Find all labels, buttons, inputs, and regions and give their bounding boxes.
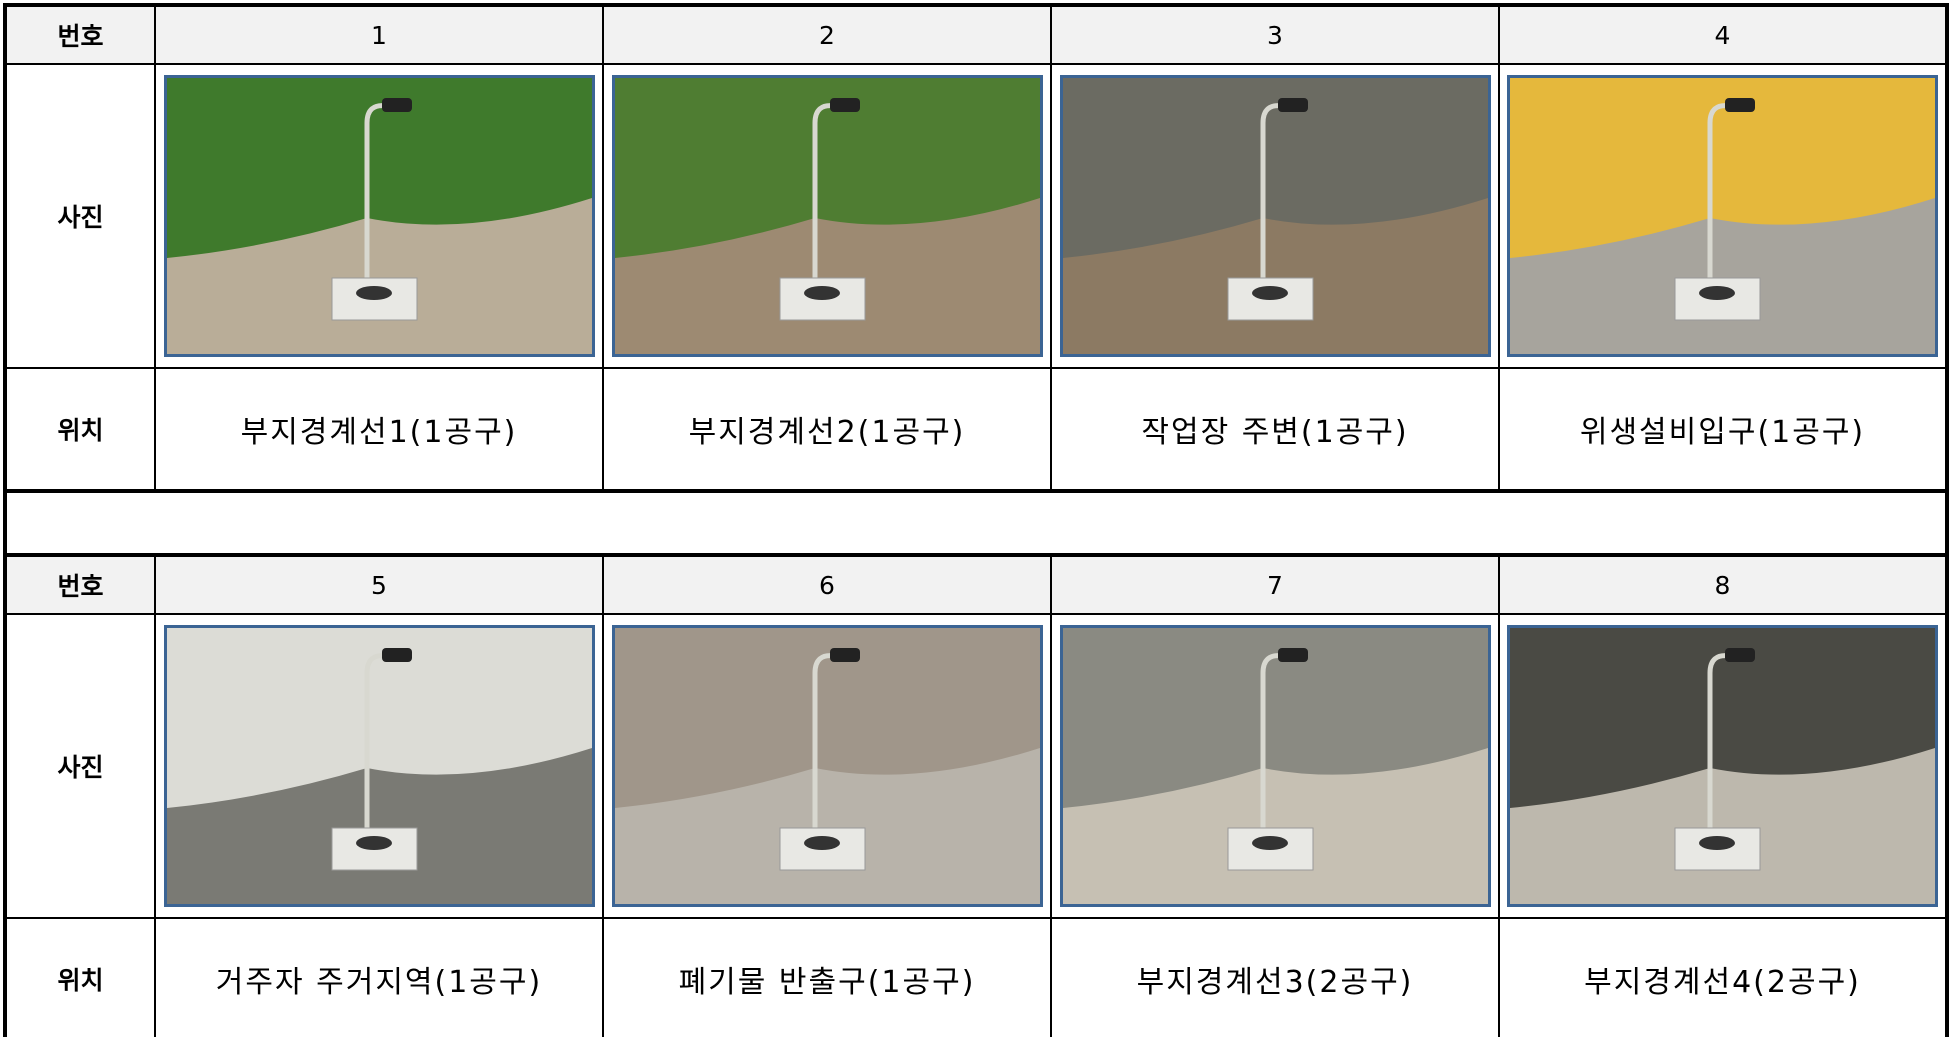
photo-shape [1725, 98, 1755, 112]
photo-shape [1510, 628, 1935, 808]
photo [611, 625, 1043, 907]
number-cell: 3 [1050, 4, 1500, 65]
photo-shape [355, 836, 392, 850]
photo-image [166, 78, 592, 354]
photo [1059, 625, 1491, 907]
number-cell: 8 [1498, 554, 1948, 615]
photo-shape [1699, 836, 1735, 850]
location-cell: 부지경계선2(1공구) [602, 367, 1052, 492]
photo [1507, 625, 1938, 907]
row-label: 사진 [4, 613, 156, 919]
photo-shape [829, 648, 860, 662]
photo-image [166, 628, 592, 904]
photo-image [1062, 78, 1488, 354]
photo-row: 사진 [4, 613, 1948, 919]
photo-shape [381, 98, 412, 112]
row-label: 번호 [4, 554, 156, 615]
photo-shape [1251, 836, 1288, 850]
row-label: 번호 [4, 4, 156, 65]
header-row: 번호 5 6 7 8 [4, 554, 1948, 615]
photo-shape [166, 78, 592, 258]
photo-cell [602, 613, 1052, 919]
photo [1059, 75, 1491, 357]
location-cell: 폐기물 반출구(1공구) [602, 917, 1052, 1037]
photo-shape [614, 78, 1040, 258]
location-cell: 부지경계선4(2공구) [1498, 917, 1948, 1037]
photo-shape [166, 628, 592, 808]
number-cell: 7 [1050, 554, 1500, 615]
photo-cell [154, 63, 604, 369]
photo-shape [803, 836, 840, 850]
location-cell: 위생설비입구(1공구) [1498, 367, 1948, 492]
photo-image [1510, 78, 1935, 354]
location-cell: 부지경계선3(2공구) [1050, 917, 1500, 1037]
header-row: 번호 1 2 3 4 [4, 4, 1948, 65]
photo-row: 사진 [4, 63, 1948, 369]
spacer-row [4, 489, 1948, 557]
location-cell: 거주자 주거지역(1공구) [154, 917, 604, 1037]
location-row: 위치 거주자 주거지역(1공구) 폐기물 반출구(1공구) 부지경계선3(2공구) 부지… [4, 917, 1948, 1037]
photo-shape [614, 628, 1040, 808]
location-row: 위치 부지경계선1(1공구) 부지경계선2(1공구) 작업장 주변(1공구) 위생설비입… [4, 367, 1948, 492]
photo-cell [602, 63, 1052, 369]
photo-shape [355, 286, 392, 300]
photo-image [1062, 628, 1488, 904]
photo-shape [1062, 628, 1488, 808]
photo-shape [1699, 286, 1735, 300]
page: {"blocks": [ {"number_label": "번호", "pho… [0, 3, 1952, 1037]
photo-shape [1277, 648, 1308, 662]
photo [163, 75, 595, 357]
row-label: 위치 [4, 917, 156, 1037]
photo-cell [1498, 63, 1948, 369]
photo [611, 75, 1043, 357]
photo-shape [1062, 78, 1488, 258]
photo-shape [381, 648, 412, 662]
row-label: 위치 [4, 367, 156, 492]
photo [1507, 75, 1938, 357]
photo-cell [1050, 613, 1500, 919]
location-cell: 작업장 주변(1공구) [1050, 367, 1500, 492]
photo-image [614, 628, 1040, 904]
number-cell: 6 [602, 554, 1052, 615]
number-cell: 5 [154, 554, 604, 615]
photo-image [1510, 628, 1935, 904]
photo-shape [1510, 78, 1935, 258]
photo-shape [1277, 98, 1308, 112]
photo-shape [1725, 648, 1755, 662]
photo-shape [829, 98, 860, 112]
photo-shape [803, 286, 840, 300]
photo-cell [1498, 613, 1948, 919]
sampling-table: 번호 1 2 3 4 사진 위치 부지경계선1(1공구) 부지경계선2(1공구) 작업장 주변(1… [3, 3, 1949, 1037]
photo [163, 625, 595, 907]
photo-cell [1050, 63, 1500, 369]
number-cell: 1 [154, 4, 604, 65]
photo-cell [154, 613, 604, 919]
photo-image [614, 78, 1040, 354]
location-cell: 부지경계선1(1공구) [154, 367, 604, 492]
spacer-cell [4, 489, 1948, 557]
row-label: 사진 [4, 63, 156, 369]
number-cell: 4 [1498, 4, 1948, 65]
photo-shape [1251, 286, 1288, 300]
number-cell: 2 [602, 4, 1052, 65]
